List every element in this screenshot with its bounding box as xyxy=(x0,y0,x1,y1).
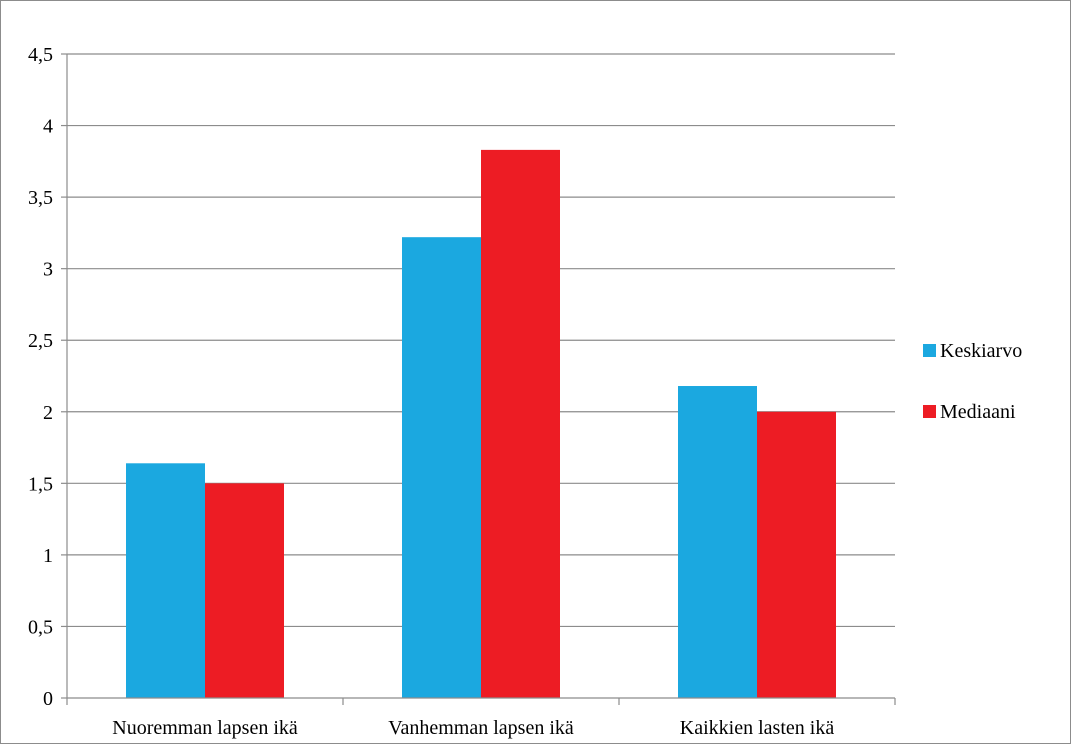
y-tick-label: 2,5 xyxy=(28,330,53,352)
legend-label: Keskiarvo xyxy=(940,340,1022,362)
y-tick-label: 4,5 xyxy=(28,44,53,66)
y-tick-label: 1,5 xyxy=(28,473,53,495)
y-tick-label: 3,5 xyxy=(28,187,53,209)
y-tick-label: 0,5 xyxy=(28,616,53,638)
legend-swatch-mediaani xyxy=(923,405,936,418)
bars xyxy=(126,149,836,698)
axes xyxy=(61,53,896,705)
bar-mediaani xyxy=(481,149,560,698)
x-category-label: Vanhemman lapsen ikä xyxy=(388,717,574,739)
y-tick-label: 3 xyxy=(43,259,53,281)
y-tick-label: 2 xyxy=(43,402,53,424)
bar-mediaani xyxy=(205,483,284,698)
y-tick-label: 0 xyxy=(43,688,53,710)
legend: Keskiarvo Mediaani xyxy=(923,340,1022,423)
y-tick-labels: 0 0,5 1 1,5 2 2,5 3 3,5 4 4,5 xyxy=(28,44,53,710)
bar-mediaani xyxy=(757,411,836,698)
x-category-label: Kaikkien lasten ikä xyxy=(680,717,835,739)
y-tick-label: 4 xyxy=(43,116,53,138)
x-category-label: Nuoremman lapsen ikä xyxy=(112,717,298,739)
bar-keskiarvo xyxy=(402,237,481,698)
bar-keskiarvo xyxy=(678,386,757,698)
legend-label: Mediaani xyxy=(940,401,1016,423)
y-tick-label: 1 xyxy=(43,545,53,567)
legend-swatch-keskiarvo xyxy=(923,344,936,357)
x-category-labels: Nuoremman lapsen ikä Vanhemman lapsen ikä… xyxy=(112,717,834,739)
bar-keskiarvo xyxy=(126,463,205,698)
